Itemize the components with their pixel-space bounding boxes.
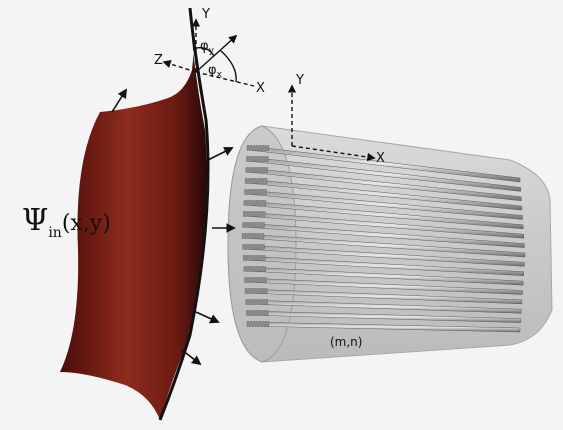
phi-x-arc xyxy=(219,49,237,83)
fiber-input-face xyxy=(245,167,268,173)
x-axis-top xyxy=(195,71,255,87)
fiber-input-face xyxy=(241,233,265,239)
propagation-arrows xyxy=(111,88,236,366)
wavefront xyxy=(60,7,210,421)
fiber-input-face xyxy=(246,156,269,162)
axis-x-array-label: X xyxy=(376,151,385,166)
fiber-input-face xyxy=(246,321,270,327)
axis-y-array-label: Y xyxy=(295,73,304,88)
k-vector xyxy=(195,34,238,73)
axis-y-top-label: Y xyxy=(201,7,210,22)
fiber-input-face xyxy=(246,145,270,151)
phi-y-arc xyxy=(195,46,215,57)
arrow-5 xyxy=(181,349,202,366)
fiber-input-face xyxy=(243,255,266,261)
axis-x-top-label: X xyxy=(256,81,265,96)
axis-z-label: Z xyxy=(154,53,163,68)
fiber-input-face xyxy=(244,178,268,184)
fiber-input-face xyxy=(243,266,267,272)
fiber-input-face xyxy=(244,277,267,283)
fiber-input-face xyxy=(244,189,267,195)
wave-coordinate-system xyxy=(162,18,255,87)
fiber-input-face xyxy=(244,288,268,294)
fiber-input-face xyxy=(245,299,268,305)
arrow-2 xyxy=(207,147,234,161)
fiber-input-face xyxy=(243,211,266,217)
fiber-rods xyxy=(241,145,526,333)
fiber-input-face xyxy=(246,310,269,316)
phi-x-label: φx xyxy=(208,63,223,80)
z-axis xyxy=(162,59,197,73)
wavefront-edge xyxy=(158,7,210,421)
fiber-input-face xyxy=(242,244,265,250)
arrow-4 xyxy=(195,311,220,324)
fiber-input-face xyxy=(243,200,267,206)
wavefront-surface xyxy=(60,8,207,420)
fiber-input-face xyxy=(242,222,265,228)
psi-in-label: Ψin(x,y) xyxy=(22,203,111,241)
mn-label: (m,n) xyxy=(330,335,362,349)
fiber-bundle xyxy=(227,125,553,363)
array-coordinate-system xyxy=(287,84,376,162)
phi-y-label: φy xyxy=(200,39,215,56)
arrow-1 xyxy=(111,88,128,113)
